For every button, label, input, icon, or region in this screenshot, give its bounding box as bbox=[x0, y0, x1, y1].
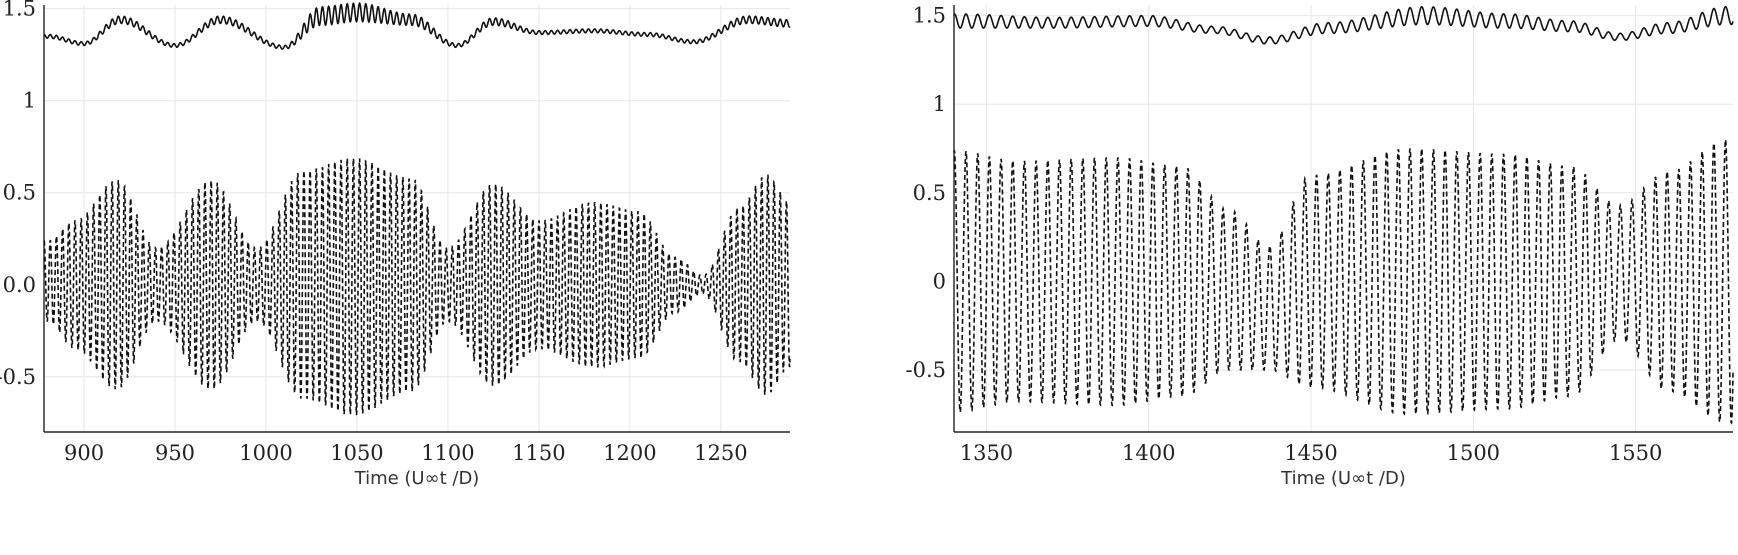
y-tick-label: 1 bbox=[23, 89, 36, 113]
y-tick-label: 0.0 bbox=[3, 273, 36, 297]
y-tick-label: 1 bbox=[933, 92, 946, 116]
series-dashed-line bbox=[953, 139, 1734, 425]
x-tick-label: 1450 bbox=[1284, 441, 1337, 465]
x-axis-label: Time (U∞t /D) bbox=[354, 468, 480, 489]
x-tick-label: 1550 bbox=[1609, 441, 1662, 465]
grid-lines bbox=[954, 5, 1733, 432]
x-tick-label: 950 bbox=[155, 441, 195, 465]
x-axis-label: Time (U∞t /D) bbox=[1280, 468, 1406, 489]
x-tick-label: 1050 bbox=[330, 441, 383, 465]
y-tick-label: 0 bbox=[933, 269, 946, 293]
y-tick-label: 0.5 bbox=[3, 181, 36, 205]
chart-left-svg: -0.5 0.0 0.5 1 1.5 900 950 1000 1050 1100 1150 1200… bbox=[0, 0, 791, 489]
x-tick-label: 900 bbox=[64, 441, 104, 465]
series-solid-line bbox=[953, 5, 1734, 45]
y-tick-label: -0.5 bbox=[0, 365, 36, 389]
y-tick-label: 0.5 bbox=[913, 181, 946, 205]
y-tick-label: -0.5 bbox=[906, 358, 947, 382]
x-tick-label: 1000 bbox=[239, 441, 292, 465]
chart-panel-right: -0.5 0 0.5 1 1.5 1350 1400 1450 1500 1550 Time (U∞… bbox=[905, 0, 1738, 555]
x-tick-label: 1150 bbox=[512, 441, 565, 465]
x-tick-label: 1250 bbox=[694, 441, 747, 465]
y-tick-label: 1.5 bbox=[3, 0, 36, 21]
x-tick-label: 1500 bbox=[1447, 441, 1500, 465]
chart-panel-left: -0.5 0.0 0.5 1 1.5 900 950 1000 1050 1100 1150 1200… bbox=[0, 0, 791, 489]
x-tick-label: 1400 bbox=[1122, 441, 1175, 465]
chart-right-svg: -0.5 0 0.5 1 1.5 1350 1400 1450 1500 1550 Time (U∞… bbox=[906, 4, 1734, 489]
series-solid-line bbox=[43, 1, 791, 50]
x-tick-label: 1350 bbox=[960, 441, 1013, 465]
y-tick-label: 1.5 bbox=[913, 4, 946, 28]
series-dashed-line bbox=[43, 158, 791, 416]
x-tick-label: 1100 bbox=[421, 441, 474, 465]
grid-lines bbox=[44, 5, 790, 432]
x-tick-label: 1200 bbox=[603, 441, 656, 465]
